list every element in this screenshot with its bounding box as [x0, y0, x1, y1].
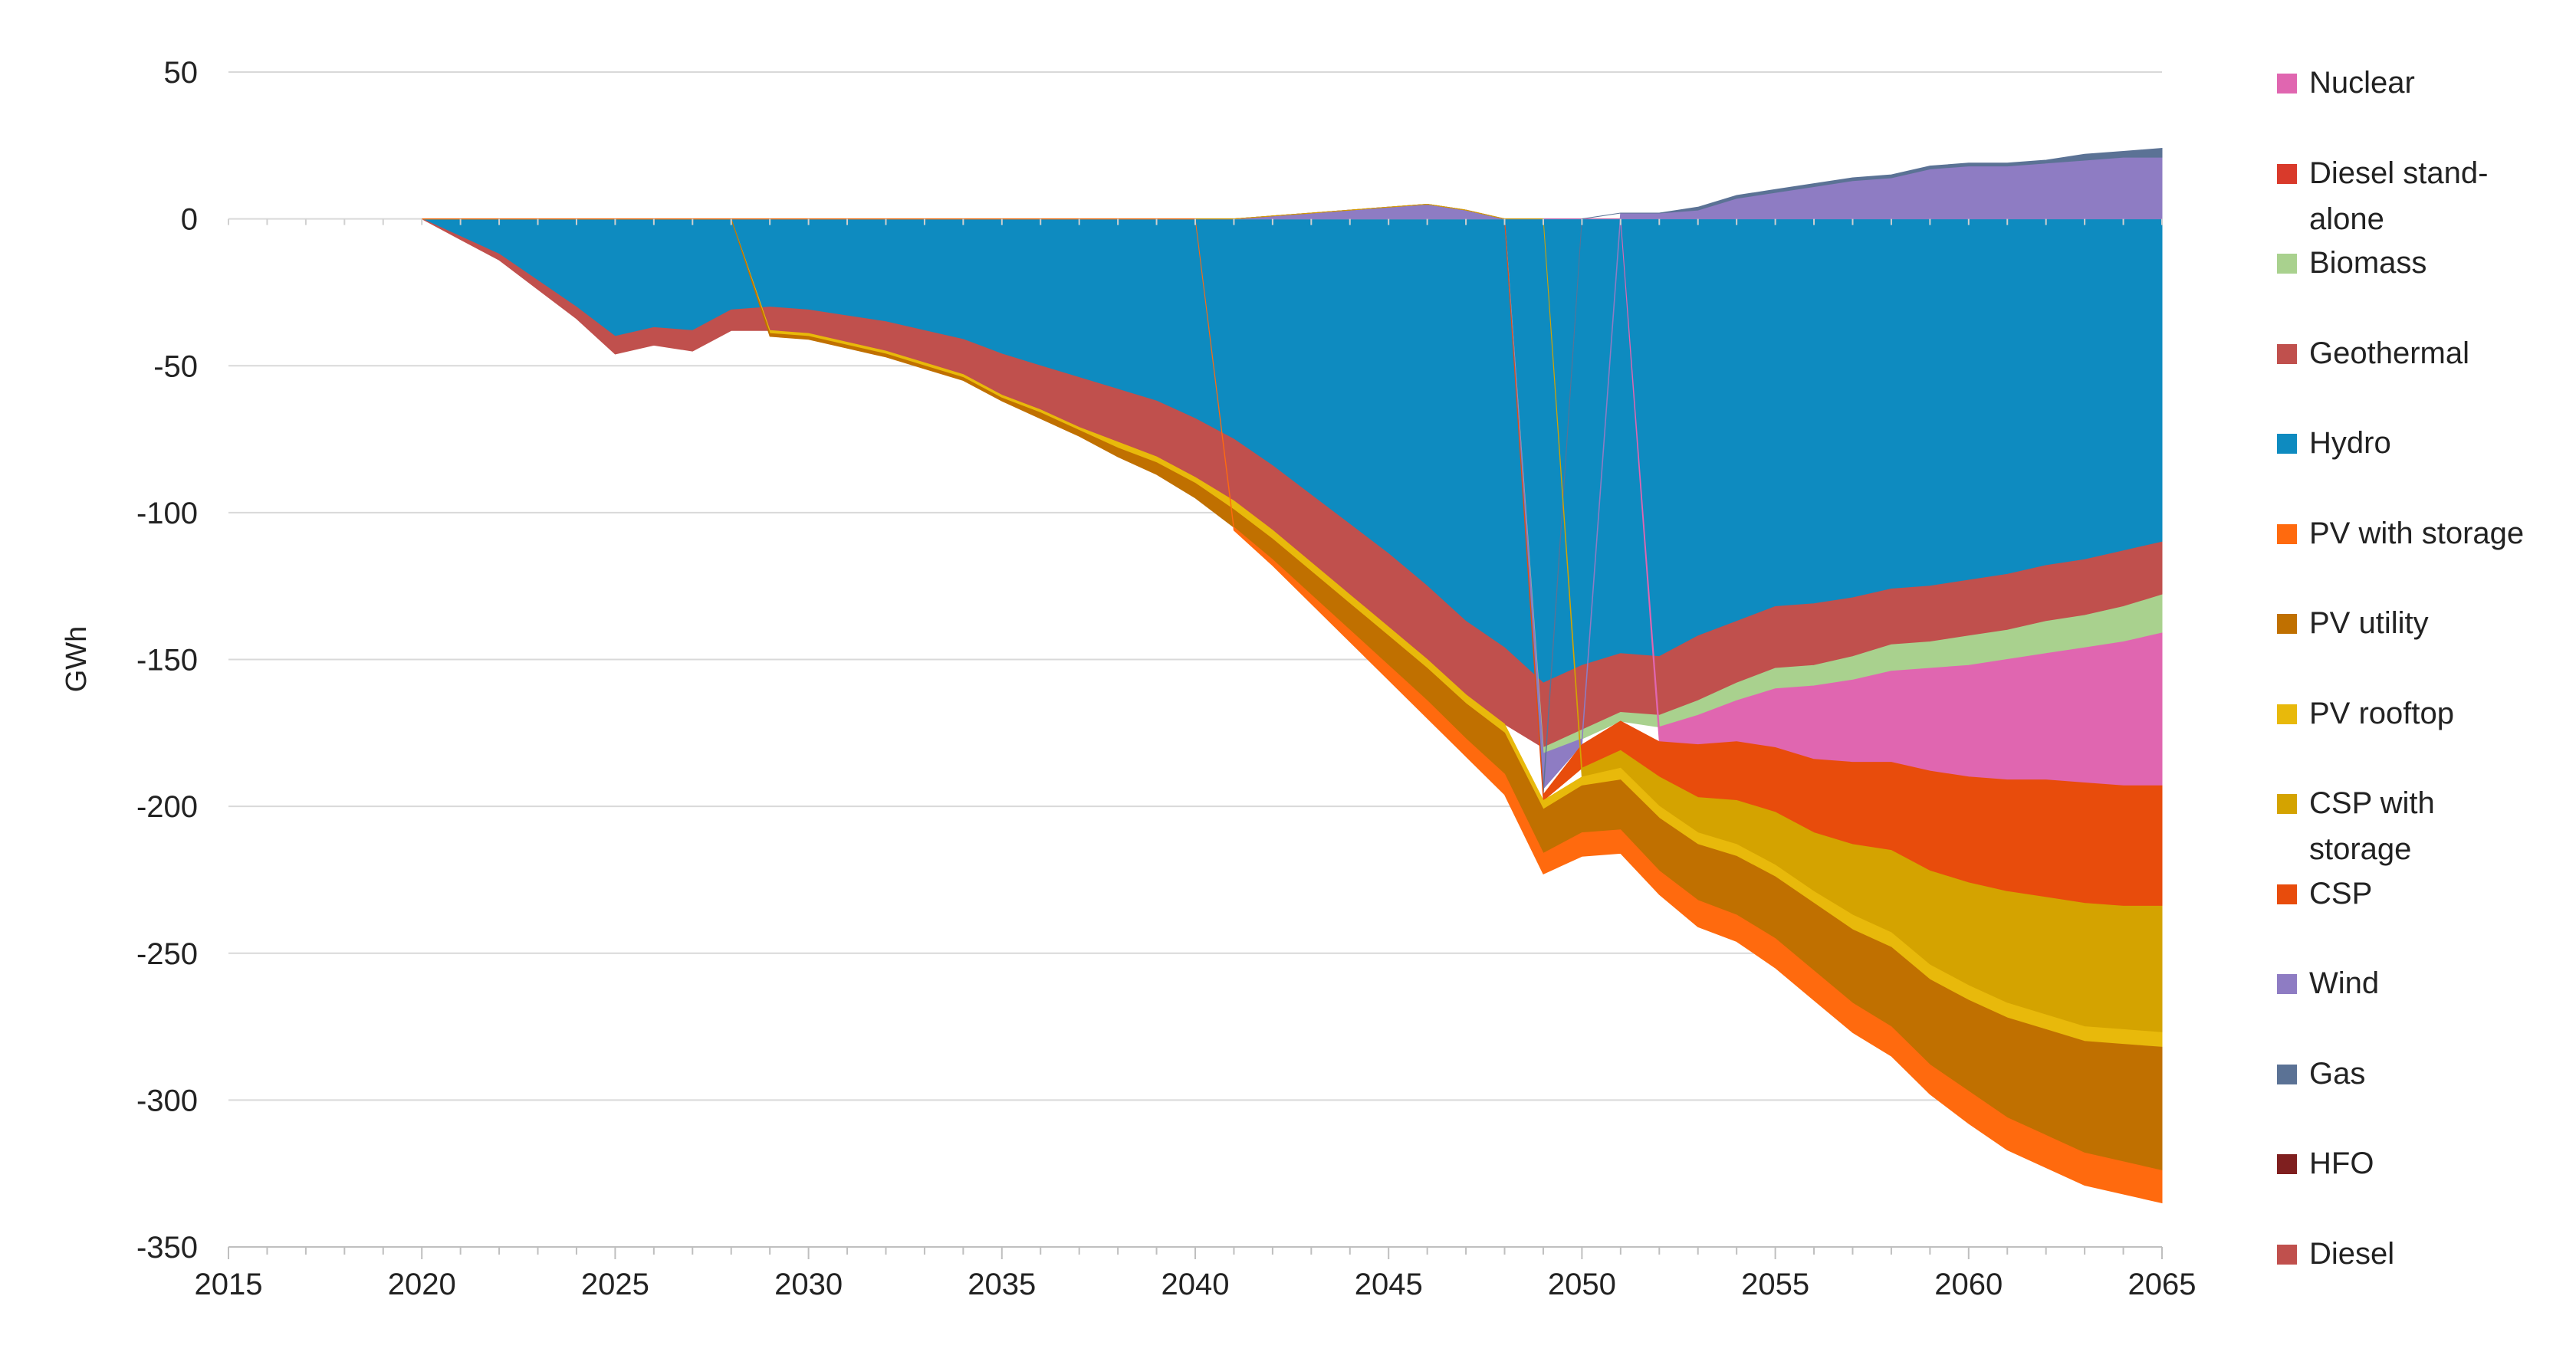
legend-label: PV with storage	[2309, 510, 2570, 556]
legend-label: CSP with storage	[2309, 780, 2570, 872]
x-tick-label: 2050	[1548, 1268, 1616, 1301]
legend-label: CSP	[2309, 871, 2570, 917]
area-series	[421, 148, 2163, 1204]
legend-label-line: PV with storage	[2309, 516, 2525, 550]
legend-label-line: CSP with	[2309, 786, 2435, 820]
x-tick-label: 2020	[388, 1268, 456, 1301]
y-tick-label: -200	[136, 790, 198, 824]
legend-label: PV rooftop	[2309, 691, 2570, 737]
y-tick-label: -50	[153, 349, 198, 383]
y-tick-label: -300	[136, 1084, 198, 1117]
y-tick-label: 0	[181, 203, 198, 237]
legend-label-line: Nuclear	[2309, 66, 2415, 100]
legend-label-line: PV utility	[2309, 606, 2429, 640]
legend-swatch	[2277, 704, 2297, 724]
x-tick-label: 2030	[774, 1268, 843, 1301]
legend-swatch	[2277, 1154, 2297, 1174]
legend-swatch	[2277, 1064, 2297, 1084]
area-pv-with-storage	[422, 218, 2163, 1204]
x-tick-label: 2065	[2128, 1268, 2196, 1301]
legend-label-line: alone	[2309, 202, 2384, 236]
legend-swatch	[2277, 254, 2297, 274]
legend-swatch	[2277, 74, 2297, 94]
legend-swatch	[2277, 1244, 2297, 1265]
legend-label: Biomass	[2309, 240, 2570, 286]
y-tick-label: -100	[136, 497, 198, 530]
x-tick-label: 2045	[1355, 1268, 1423, 1301]
legend-swatch	[2277, 434, 2297, 454]
legend-label: Diesel	[2309, 1231, 2570, 1277]
x-tick-label: 2055	[1741, 1268, 1809, 1301]
legend-label: Diesel stand-alone	[2309, 150, 2570, 242]
legend-label: Wind	[2309, 960, 2570, 1006]
legend-label-line: Hydro	[2309, 426, 2391, 460]
x-tick-label: 2040	[1162, 1268, 1230, 1301]
legend-label-line: Diesel stand-	[2309, 156, 2489, 190]
legend-label-line: CSP	[2309, 876, 2373, 910]
legend-label-line: Wind	[2309, 966, 2380, 1000]
legend-label: PV utility	[2309, 600, 2570, 646]
legend-label-line: PV rooftop	[2309, 696, 2455, 730]
legend-swatch	[2277, 794, 2297, 814]
y-tick-label: -150	[136, 644, 198, 678]
y-tick-label: -250	[136, 937, 198, 971]
x-tick-label: 2060	[1934, 1268, 2003, 1301]
legend-swatch	[2277, 614, 2297, 634]
legend-swatch	[2277, 884, 2297, 904]
legend-label-line: Gas	[2309, 1056, 2366, 1091]
legend-label-line: Biomass	[2309, 246, 2427, 280]
x-tick-label: 2015	[195, 1268, 263, 1301]
y-axis-title: GWh	[61, 626, 93, 693]
legend-swatch	[2277, 523, 2297, 544]
legend-label: Gas	[2309, 1051, 2570, 1097]
legend-label: Nuclear	[2309, 60, 2570, 106]
legend-label: HFO	[2309, 1140, 2570, 1186]
legend-label: Geothermal	[2309, 330, 2570, 376]
legend-label-line: storage	[2309, 832, 2412, 866]
y-tick-label: 50	[164, 56, 199, 90]
y-tick-label: -350	[136, 1231, 198, 1265]
legend-label-line: Diesel	[2309, 1236, 2395, 1271]
legend-label: Hydro	[2309, 420, 2570, 466]
legend-label-line: Geothermal	[2309, 336, 2469, 370]
area-pv-utility	[422, 218, 2163, 1172]
legend-swatch	[2277, 974, 2297, 994]
x-tick-label: 2035	[968, 1268, 1036, 1301]
legend-label-line: HFO	[2309, 1147, 2374, 1180]
legend-swatch	[2277, 163, 2297, 184]
legend-swatch	[2277, 343, 2297, 364]
x-tick-label: 2025	[581, 1268, 649, 1301]
